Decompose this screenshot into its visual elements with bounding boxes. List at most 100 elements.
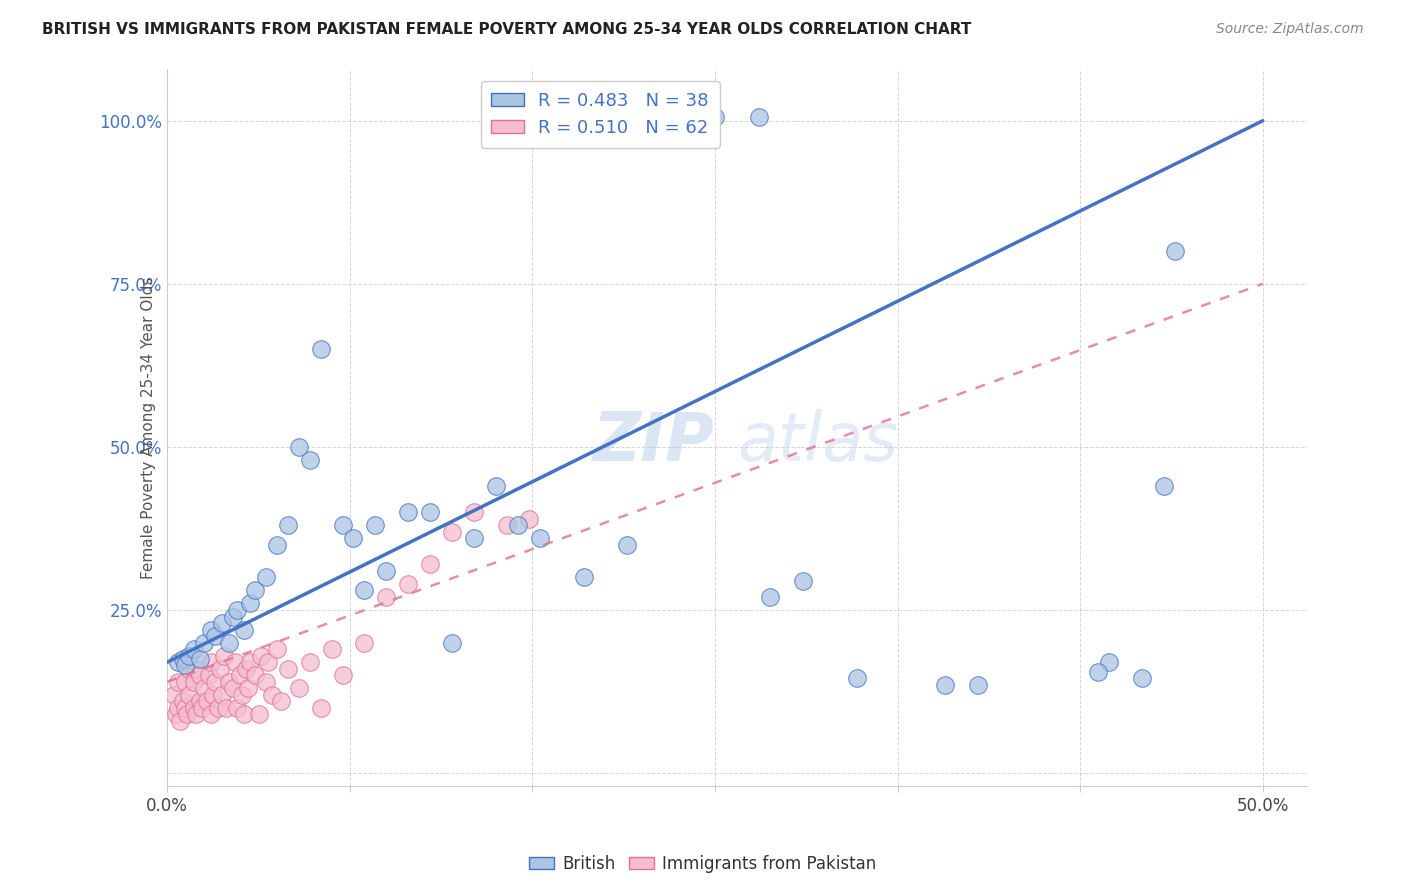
Point xyxy=(198,668,221,682)
Point xyxy=(239,655,262,669)
Point xyxy=(218,674,240,689)
Point xyxy=(650,111,672,125)
Point xyxy=(332,518,354,533)
Point xyxy=(188,694,211,708)
Point xyxy=(172,652,194,666)
Point xyxy=(561,111,583,125)
Point xyxy=(188,652,211,666)
Point xyxy=(243,583,266,598)
Point xyxy=(222,681,245,696)
Point xyxy=(211,615,233,630)
Text: Source: ZipAtlas.com: Source: ZipAtlas.com xyxy=(1216,22,1364,37)
Point xyxy=(173,674,195,689)
Point xyxy=(231,688,253,702)
Point xyxy=(184,662,207,676)
Point xyxy=(173,701,195,715)
Point xyxy=(287,440,309,454)
Point xyxy=(270,694,292,708)
Y-axis label: Female Poverty Among 25-34 Year Olds: Female Poverty Among 25-34 Year Olds xyxy=(141,277,156,579)
Point xyxy=(193,635,215,649)
Legend: R = 0.483   N = 38, R = 0.510   N = 62: R = 0.483 N = 38, R = 0.510 N = 62 xyxy=(481,81,720,148)
Point xyxy=(224,655,246,669)
Point xyxy=(262,688,284,702)
Point xyxy=(167,701,190,715)
Point xyxy=(200,707,222,722)
Text: ZIP: ZIP xyxy=(592,409,714,475)
Point xyxy=(1164,244,1187,259)
Point xyxy=(172,694,194,708)
Point xyxy=(309,342,332,356)
Point xyxy=(396,577,419,591)
Point xyxy=(266,538,288,552)
Point xyxy=(239,597,262,611)
Point xyxy=(179,648,201,663)
Point xyxy=(200,623,222,637)
Point xyxy=(934,678,956,692)
Point xyxy=(364,518,387,533)
Point xyxy=(375,564,398,578)
Point xyxy=(254,570,277,584)
Point xyxy=(208,662,231,676)
Point xyxy=(759,590,782,604)
Point xyxy=(218,635,240,649)
Point xyxy=(595,111,617,125)
Point xyxy=(183,701,205,715)
Point xyxy=(616,538,638,552)
Point xyxy=(257,655,280,669)
Point xyxy=(215,701,238,715)
Point xyxy=(332,668,354,682)
Point xyxy=(165,707,187,722)
Point xyxy=(792,574,814,588)
Point xyxy=(1087,665,1109,679)
Point xyxy=(191,701,214,715)
Point xyxy=(353,635,375,649)
Point xyxy=(419,505,441,519)
Point xyxy=(238,681,260,696)
Point xyxy=(184,707,207,722)
Point xyxy=(226,603,249,617)
Point xyxy=(195,694,218,708)
Point xyxy=(463,505,485,519)
Point xyxy=(1153,479,1175,493)
Point xyxy=(202,688,225,702)
Point xyxy=(176,707,198,722)
Point xyxy=(572,570,595,584)
Point xyxy=(212,648,235,663)
Point xyxy=(173,658,195,673)
Point xyxy=(200,655,222,669)
Point xyxy=(179,662,201,676)
Text: BRITISH VS IMMIGRANTS FROM PAKISTAN FEMALE POVERTY AMONG 25-34 YEAR OLDS CORRELA: BRITISH VS IMMIGRANTS FROM PAKISTAN FEMA… xyxy=(42,22,972,37)
Point xyxy=(204,674,226,689)
Point xyxy=(353,583,375,598)
Point xyxy=(250,648,273,663)
Point xyxy=(183,642,205,657)
Point xyxy=(207,701,229,715)
Point xyxy=(967,678,990,692)
Point xyxy=(226,701,249,715)
Point xyxy=(163,688,186,702)
Point xyxy=(204,629,226,643)
Point xyxy=(188,668,211,682)
Legend: British, Immigrants from Pakistan: British, Immigrants from Pakistan xyxy=(523,848,883,880)
Point xyxy=(211,688,233,702)
Point xyxy=(232,623,254,637)
Point xyxy=(1130,672,1153,686)
Point xyxy=(169,714,191,728)
Point xyxy=(222,609,245,624)
Point xyxy=(375,590,398,604)
Point xyxy=(266,642,288,657)
Point xyxy=(396,505,419,519)
Point xyxy=(254,674,277,689)
Point xyxy=(321,642,343,657)
Point xyxy=(277,518,299,533)
Point xyxy=(309,701,332,715)
Point xyxy=(193,681,215,696)
Point xyxy=(419,558,441,572)
Point xyxy=(167,674,190,689)
Point xyxy=(243,668,266,682)
Point xyxy=(441,635,464,649)
Point xyxy=(228,668,250,682)
Point xyxy=(1098,655,1121,669)
Point xyxy=(277,662,299,676)
Point xyxy=(704,111,727,125)
